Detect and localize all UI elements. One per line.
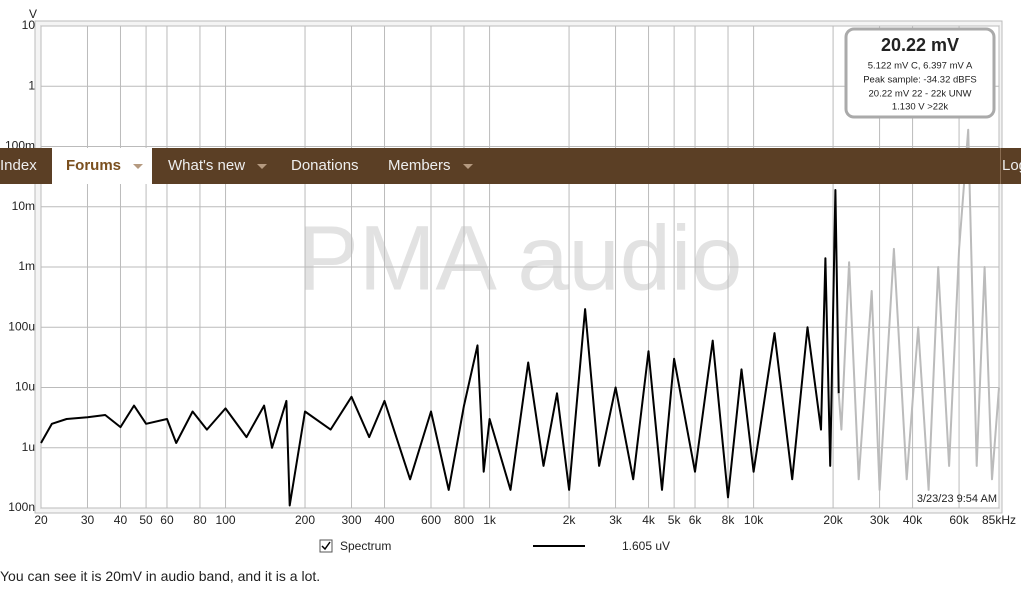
nav-item[interactable]: What's new (168, 157, 246, 174)
spectrum-line (837, 128, 1000, 491)
timestamp: 3/23/23 9:54 AM (917, 493, 997, 505)
dropdown-caret[interactable] (463, 164, 473, 169)
x-tick-label: 30 (81, 513, 95, 527)
x-tick-label: 300 (342, 513, 362, 527)
y-tick-label: 10 (22, 18, 36, 32)
x-tick-label: 5k (668, 513, 682, 527)
nav-item[interactable]: Members (388, 157, 451, 174)
x-tick-label: 50 (139, 513, 153, 527)
x-tick-label: 20k (823, 513, 843, 527)
x-tick-label: 800 (454, 513, 474, 527)
y-axis-label: V (29, 7, 37, 21)
info-main: 20.22 mV (881, 35, 959, 55)
watermark: PMA audio (298, 207, 743, 309)
y-tick-label: 100n (8, 500, 35, 514)
x-tick-label: 85kHz (982, 513, 1016, 527)
chart: V PMA audio 3/23/23 9:54 AM 20.22 mV 5.1… (5, 7, 1016, 553)
y-tick-label: 1 (28, 78, 35, 92)
x-tick-label: 400 (374, 513, 394, 527)
info-line: Peak sample: -34.32 dBFS (863, 75, 977, 86)
y-tick-label: 100u (8, 319, 35, 333)
x-tick-label: 10k (744, 513, 764, 527)
post-text: You can see it is 20mV in audio band, an… (0, 568, 321, 584)
x-tick-label: 600 (421, 513, 441, 527)
y-tick-label: 10m (12, 199, 35, 213)
x-tick-label: 4k (642, 513, 656, 527)
y-tick-label: 1u (22, 440, 35, 454)
x-tick-label: 100 (216, 513, 236, 527)
y-tick-label: 10u (15, 380, 35, 394)
legend-label: Spectrum (340, 539, 391, 553)
info-line: 1.130 V >22k (892, 102, 949, 113)
x-tick-label: 30k (870, 513, 890, 527)
x-tick-label: 8k (722, 513, 736, 527)
x-tick-label: 40 (114, 513, 128, 527)
nav-bar: Index Forums What's new Donations Member… (0, 148, 1021, 184)
traces (40, 128, 1000, 507)
grid (40, 25, 1000, 509)
x-tick-label: 40k (903, 513, 923, 527)
nav-item[interactable]: Donations (291, 157, 359, 174)
x-tick-label: 3k (609, 513, 623, 527)
x-tick-label: 60k (949, 513, 969, 527)
dropdown-caret[interactable] (257, 164, 267, 169)
dropdown-caret[interactable] (133, 164, 143, 169)
x-tick-label: 80 (193, 513, 207, 527)
x-tick-label: 2k (563, 513, 577, 527)
x-tick-label: 1k (483, 513, 497, 527)
legend-checkbox[interactable] (319, 539, 333, 553)
info-box (844, 27, 996, 119)
x-tick-label: 20 (34, 513, 48, 527)
legend-value: 1.605 uV (622, 539, 670, 553)
x-tick-label: 60 (160, 513, 174, 527)
info-line: 20.22 mV 22 - 22k UNW (869, 89, 972, 100)
check-mark (321, 541, 331, 551)
spectrum-line (40, 189, 840, 507)
y-tick-label: 1m (18, 259, 35, 273)
login-link[interactable]: Log (1000, 148, 1021, 184)
x-tick-label: 6k (689, 513, 703, 527)
info-line: 5.122 mV C, 6.397 mV A (868, 61, 973, 72)
nav-item[interactable]: Index (0, 157, 37, 174)
x-tick-label: 200 (295, 513, 315, 527)
